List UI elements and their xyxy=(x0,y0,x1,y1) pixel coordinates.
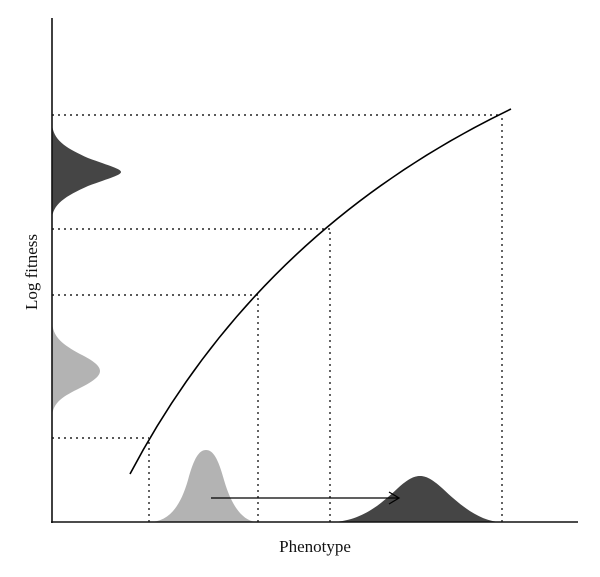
ancestral-phenotype-distribution xyxy=(149,450,258,522)
derived-fitness-distribution xyxy=(52,122,121,220)
y-axis-label: Log fitness xyxy=(22,234,41,310)
shift-arrow xyxy=(211,491,401,505)
vertical-guides xyxy=(148,115,503,522)
ancestral-fitness-distribution xyxy=(52,320,100,418)
fitness-curve xyxy=(129,108,512,475)
horizontal-guides xyxy=(52,114,502,439)
x-axis-label: Phenotype xyxy=(279,537,351,556)
shift-arrow-head xyxy=(388,491,401,505)
derived-phenotype-distribution xyxy=(330,476,502,522)
